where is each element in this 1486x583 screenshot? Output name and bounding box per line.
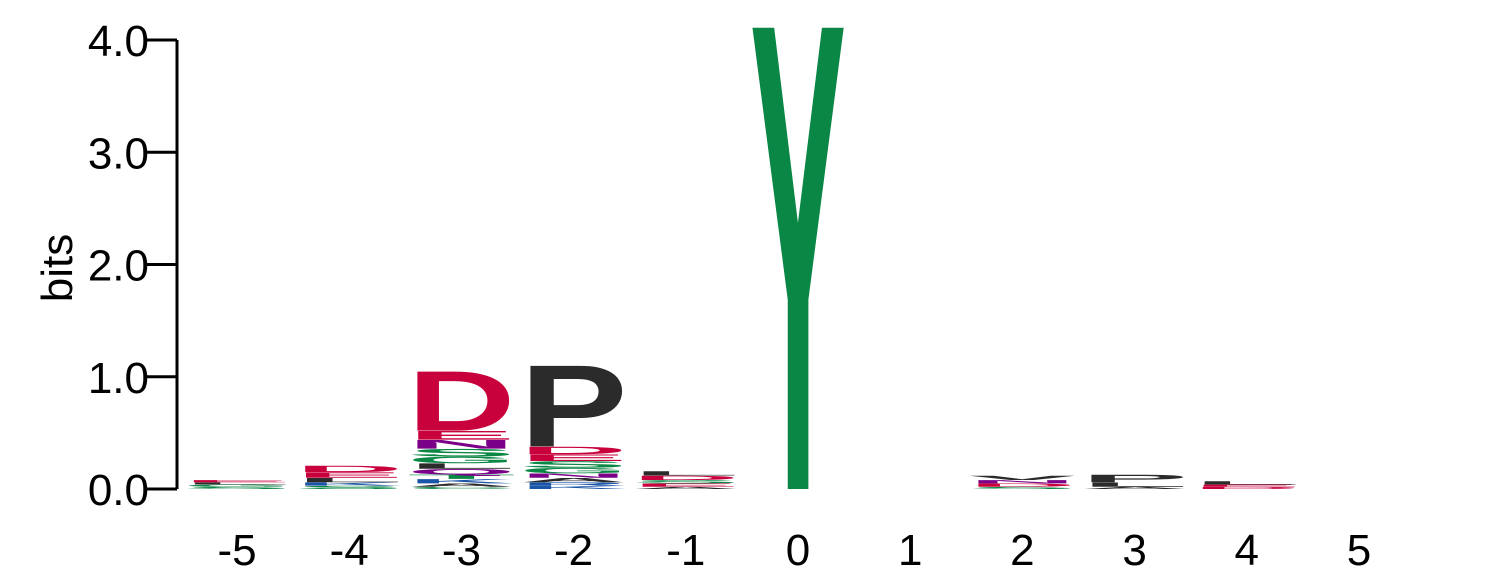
logo-letter: T: [407, 473, 515, 480]
logo-letter: S: [968, 486, 1076, 489]
x-tick-label: -2: [554, 526, 593, 575]
logo-letter: A: [1081, 486, 1189, 489]
logo-letter: L: [1081, 481, 1189, 488]
logo-letter: E: [520, 453, 628, 463]
logo-letter: E: [1193, 484, 1301, 487]
x-axis-labels: -5 -4 -3 -2 -1 0 1 2 3 4 5: [217, 526, 1371, 575]
logo-letter: S: [520, 459, 628, 469]
logo-letter: C: [407, 486, 515, 489]
logo-letter: L: [183, 482, 291, 485]
logo-letter: D: [632, 474, 740, 481]
logo-letter: P: [520, 340, 628, 471]
logo-letter: L: [632, 470, 740, 477]
logo-letter: A: [632, 486, 740, 489]
logo-letter: A: [520, 477, 628, 484]
y-axis: 0.0 1.0 2.0 3.0 4.0: [88, 17, 179, 515]
y-axis-title: bits: [33, 234, 82, 302]
x-tick-label: -3: [442, 526, 481, 575]
logo-letter: L: [295, 477, 403, 484]
logo-letter: A: [407, 483, 515, 488]
logo-letter: L: [1193, 480, 1301, 485]
y-tick-label: 3.0: [88, 129, 149, 178]
logo-letter: D: [1193, 486, 1301, 489]
logo-letter: K: [520, 485, 628, 490]
logo-letter: E: [295, 471, 403, 480]
logo-letter: D: [520, 444, 628, 456]
logo-letter: R: [520, 481, 628, 486]
x-tick-label: 5: [1347, 526, 1371, 575]
logo-letter: P: [1081, 472, 1189, 484]
letter-stack: DEL: [1193, 480, 1301, 489]
logo-letter: G: [407, 455, 515, 465]
logo-letter: E: [183, 479, 291, 482]
letter-stack: Y: [750, 0, 846, 583]
x-tick-label: -1: [666, 526, 705, 575]
x-tick-label: 3: [1122, 526, 1146, 575]
logo-letter: S: [183, 486, 291, 489]
logo-letter: G: [183, 484, 291, 487]
x-tick-label: 2: [1010, 526, 1034, 575]
logo-letter: S: [407, 447, 515, 459]
logo-letter: N: [407, 437, 515, 451]
x-tick-label: 1: [898, 526, 922, 575]
logo-letter: E: [407, 428, 515, 442]
logo-letter: D: [295, 464, 403, 474]
x-tick-label: -5: [217, 526, 256, 575]
x-tick-label: -4: [330, 526, 369, 575]
logo-letter: L: [407, 462, 515, 471]
logo-letter: G: [520, 466, 628, 475]
logo-letter: S: [295, 485, 403, 490]
logo-letter: N: [968, 479, 1076, 484]
logo-letter: S: [632, 479, 740, 484]
x-tick-label: 0: [786, 526, 810, 575]
y-tick-label: 2.0: [88, 242, 149, 291]
y-axis-title-group: bits: [33, 234, 82, 302]
logo-letter: N: [520, 472, 628, 479]
logo-letter: D: [407, 353, 515, 449]
letter-stack: ALP: [1081, 472, 1189, 489]
x-tick-label: 4: [1235, 526, 1259, 575]
logo-letter: V: [968, 474, 1076, 481]
logo-letter: Q: [407, 467, 515, 476]
logo-letter: K: [407, 478, 515, 485]
y-tick-label: 1.0: [88, 354, 149, 403]
logo-letter: K: [295, 481, 403, 486]
logo-letter: E: [632, 483, 740, 488]
logo-letter: Y: [750, 0, 846, 583]
y-tick-label: 0.0: [88, 466, 149, 515]
y-tick-label: 4.0: [88, 17, 149, 66]
logo-letter: D: [968, 483, 1076, 488]
